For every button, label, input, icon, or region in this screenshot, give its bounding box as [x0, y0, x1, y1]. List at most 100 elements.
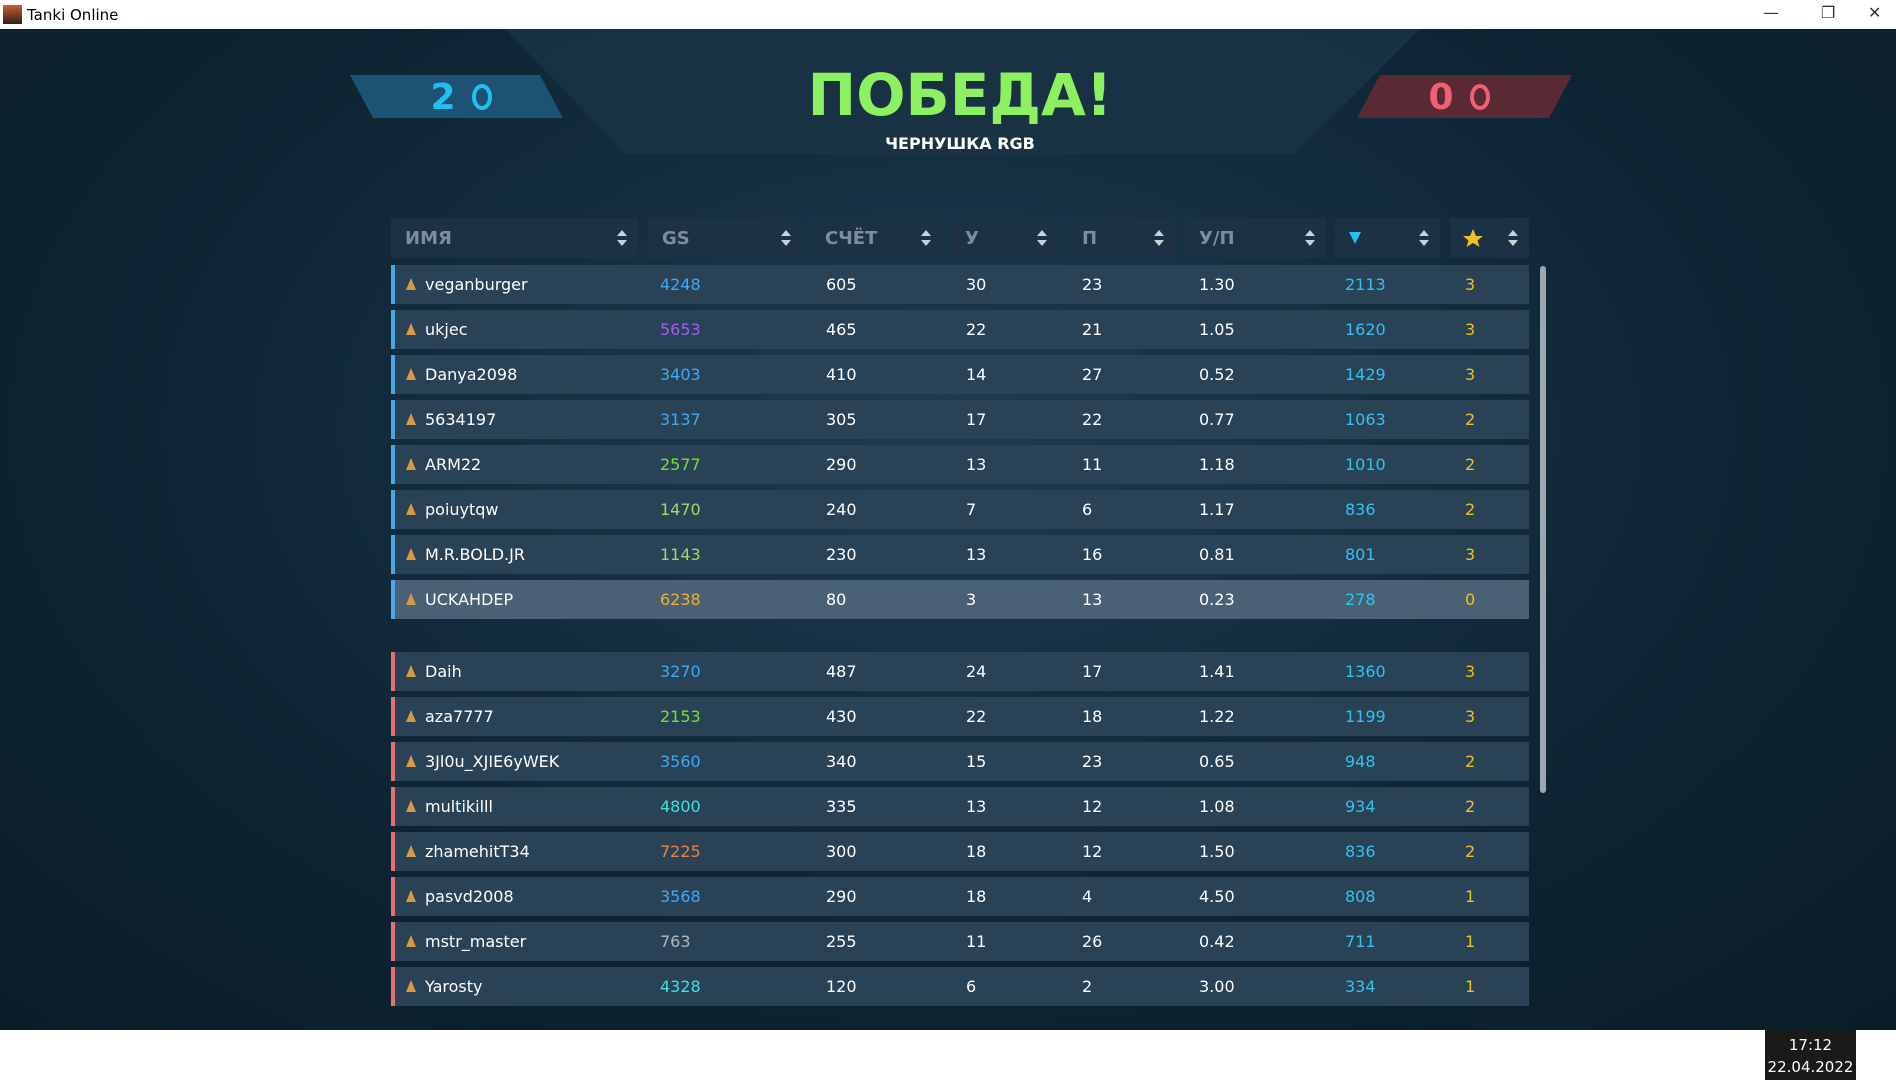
column-header[interactable]: СЧЁТ — [811, 218, 942, 258]
deaths: 2 — [1082, 977, 1093, 996]
column-header[interactable]: У/П — [1185, 218, 1326, 258]
rank-icon — [406, 413, 416, 425]
deaths: 12 — [1082, 797, 1103, 816]
rank-icon — [406, 458, 416, 470]
column-header[interactable] — [1450, 218, 1529, 258]
player-name: multikilll — [425, 797, 493, 816]
column-header-label: GS — [662, 228, 690, 249]
deaths: 23 — [1082, 275, 1103, 294]
gs: 3568 — [660, 887, 701, 906]
blue-score-badge — [350, 75, 563, 118]
crystals: 801 — [1345, 545, 1376, 564]
stars: 3 — [1465, 275, 1476, 294]
stars: 2 — [1465, 797, 1476, 816]
window-title: Tanki Online — [27, 6, 119, 24]
player-row[interactable] — [391, 265, 1529, 304]
player-row[interactable] — [391, 652, 1529, 691]
kd-ratio: 1.41 — [1199, 662, 1235, 681]
score: 410 — [826, 365, 857, 384]
player-row[interactable] — [391, 832, 1529, 871]
minimize-button[interactable]: — — [1763, 3, 1779, 22]
kd-ratio: 4.50 — [1199, 887, 1235, 906]
sort-icon — [921, 230, 931, 246]
stars: 1 — [1465, 932, 1476, 951]
score: 465 — [826, 320, 857, 339]
close-button[interactable]: ✕ — [1868, 3, 1882, 22]
kills: 22 — [966, 707, 987, 726]
crystals: 1360 — [1345, 662, 1386, 681]
window-title-bar: Tanki Online — ❐ ✕ — [0, 0, 1896, 29]
sort-icon — [1154, 230, 1164, 246]
player-row[interactable] — [391, 967, 1529, 1006]
gs: 4328 — [660, 977, 701, 996]
clock: 17:12 22.04.2022 — [1765, 1030, 1856, 1080]
player-row[interactable] — [391, 310, 1529, 349]
kd-ratio: 1.08 — [1199, 797, 1235, 816]
gs: 7225 — [660, 842, 701, 861]
crystals: 711 — [1345, 932, 1376, 951]
player-row[interactable] — [391, 922, 1529, 961]
rank-icon — [406, 665, 416, 677]
sort-icon — [617, 230, 627, 246]
player-name: UCKAHDEP — [425, 590, 514, 609]
stars: 2 — [1465, 455, 1476, 474]
restore-button[interactable]: ❐ — [1821, 3, 1836, 22]
player-name: ukjec — [425, 320, 468, 339]
sort-icon — [781, 230, 791, 246]
deaths: 17 — [1082, 662, 1103, 681]
gs: 763 — [660, 932, 691, 951]
player-row[interactable] — [391, 742, 1529, 781]
kills: 6 — [966, 977, 977, 996]
red-score-badge — [1357, 75, 1572, 118]
deaths: 16 — [1082, 545, 1103, 564]
player-row[interactable] — [391, 535, 1529, 574]
scrollbar[interactable] — [1540, 266, 1546, 793]
stars: 2 — [1465, 410, 1476, 429]
player-row[interactable] — [391, 355, 1529, 394]
column-header[interactable]: П — [1068, 218, 1175, 258]
player-row[interactable] — [391, 490, 1529, 529]
kd-ratio: 1.30 — [1199, 275, 1235, 294]
crystals: 1199 — [1345, 707, 1386, 726]
player-name: Daih — [425, 662, 462, 681]
player-row[interactable] — [391, 445, 1529, 484]
blue-flag-icon — [472, 84, 492, 110]
player-name: 5634197 — [425, 410, 497, 429]
kd-ratio: 1.18 — [1199, 455, 1235, 474]
score: 290 — [826, 455, 857, 474]
deaths: 26 — [1082, 932, 1103, 951]
kd-ratio: 1.05 — [1199, 320, 1235, 339]
score: 290 — [826, 887, 857, 906]
column-header[interactable]: GS — [648, 218, 802, 258]
stars: 0 — [1465, 590, 1476, 609]
player-row[interactable] — [391, 400, 1529, 439]
rank-icon — [406, 368, 416, 380]
player-row[interactable] — [391, 877, 1529, 916]
player-name: mstr_master — [425, 932, 527, 951]
rank-icon — [406, 710, 416, 722]
rank-icon — [406, 755, 416, 767]
kd-ratio: 1.22 — [1199, 707, 1235, 726]
kills: 22 — [966, 320, 987, 339]
rank-icon — [406, 323, 416, 335]
gs: 1143 — [660, 545, 701, 564]
stars: 3 — [1465, 662, 1476, 681]
player-row[interactable] — [391, 697, 1529, 736]
stars: 2 — [1465, 500, 1476, 519]
rank-icon — [406, 890, 416, 902]
sort-icon — [1508, 230, 1518, 246]
rank-icon — [406, 548, 416, 560]
crystals: 836 — [1345, 842, 1376, 861]
column-header[interactable]: ИМЯ — [391, 218, 638, 258]
player-row[interactable] — [391, 787, 1529, 826]
kd-ratio: 0.42 — [1199, 932, 1235, 951]
player-row[interactable] — [391, 580, 1529, 619]
column-header-label: СЧЁТ — [825, 228, 878, 249]
player-name: aza7777 — [425, 707, 494, 726]
score: 300 — [826, 842, 857, 861]
kd-ratio: 1.17 — [1199, 500, 1235, 519]
column-header[interactable] — [1335, 218, 1440, 258]
deaths: 11 — [1082, 455, 1103, 474]
column-header[interactable]: У — [951, 218, 1058, 258]
